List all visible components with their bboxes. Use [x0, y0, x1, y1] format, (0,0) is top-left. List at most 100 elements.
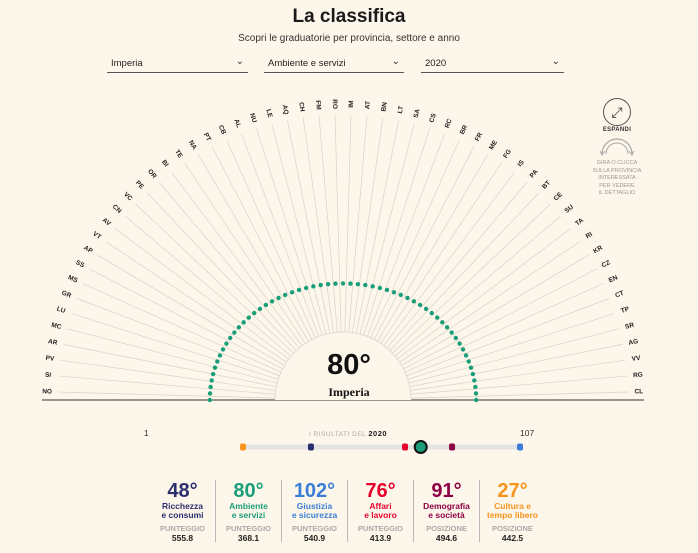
province-label: FG [502, 148, 513, 159]
fan-spoke [348, 115, 368, 333]
province-select-value: Imperia [111, 58, 143, 69]
card-value: 442.5 [501, 533, 524, 543]
rank-dot [232, 330, 237, 335]
province-label: IM [348, 100, 355, 107]
province-label: PA [529, 168, 540, 179]
year-select[interactable]: 2020 ⌄ [421, 55, 564, 73]
fan-spoke [410, 375, 628, 395]
rank-dot [355, 281, 361, 287]
rank-dot [453, 335, 458, 341]
fan-spoke [392, 203, 551, 354]
fan-spoke [256, 128, 323, 336]
card-affari[interactable]: 76° Affari e lavoro PUNTEGGIO 413.9 [347, 480, 413, 543]
fan-spoke [355, 120, 399, 334]
fan-spoke [409, 344, 623, 388]
province-label: LU [56, 306, 67, 315]
rank-dot [391, 290, 397, 295]
province-label: FM [314, 100, 322, 110]
rank-dot [263, 302, 269, 308]
rank-dot [440, 320, 445, 325]
rank-dot [470, 371, 476, 377]
rank-dot [457, 341, 462, 346]
fan-spoke [406, 298, 610, 377]
sector-select-value: Ambiente e servizi [268, 58, 346, 69]
fan-spoke [401, 254, 589, 366]
province-label: SS [74, 259, 86, 270]
card-kind: PUNTEGGIO [291, 524, 337, 533]
fan-spoke [184, 162, 306, 344]
province-label: TE [173, 149, 184, 160]
fan-spoke [105, 241, 287, 363]
rank-dot [444, 325, 450, 330]
province-label: CB [217, 124, 227, 136]
fan-spoke [66, 328, 278, 384]
selected-rank: 80° [327, 349, 371, 381]
rank-dot [224, 341, 229, 346]
province-label: ME [488, 139, 499, 152]
expand-label: ESPANDI [602, 127, 632, 133]
province-label: RG [633, 371, 643, 379]
rank-dot [207, 391, 213, 396]
province-label: NO [42, 388, 52, 395]
fan-spoke [410, 359, 626, 391]
province-label: NA [187, 139, 198, 151]
slider-marker [307, 443, 314, 451]
fan-spoke [89, 268, 283, 370]
rank-dot [269, 299, 275, 304]
fan-spoke [403, 268, 597, 370]
fan-spoke [58, 391, 276, 399]
fan-spoke [344, 115, 352, 333]
fan-spoke [397, 228, 571, 360]
rank-dot [318, 282, 323, 288]
rank-dot [348, 281, 353, 286]
rank-dot [303, 285, 309, 291]
card-cultura[interactable]: 27° Cultura e tempo libero POSIZIONE 442.… [479, 480, 545, 543]
fan-spoke [410, 391, 628, 399]
card-value: 368.1 [237, 533, 260, 543]
rank-dot [417, 302, 423, 308]
fan-spoke [60, 359, 276, 391]
province-label: SA [413, 108, 422, 119]
slider-max: 107 [520, 428, 535, 438]
rank-dot [246, 315, 252, 320]
province-label: AR [47, 338, 58, 347]
expand-button[interactable]: ⤢ [603, 98, 631, 126]
rank-dot [370, 284, 375, 289]
results-slider[interactable] [0, 433, 698, 463]
province-label: CZ [601, 259, 612, 269]
province-label: AP [82, 244, 94, 255]
chevron-down-icon: ⌄ [235, 56, 244, 67]
card-value: 413.9 [369, 533, 392, 543]
card-demografia[interactable]: 91° Demografia e società POSIZIONE 494.6 [413, 480, 479, 543]
chevron-down-icon: ⌄ [391, 56, 400, 67]
card-rank: 76° [365, 480, 396, 502]
fan-spoke [287, 120, 331, 334]
fan-spoke [115, 228, 289, 360]
province-label: TP [620, 306, 631, 315]
year-select-value: 2020 [425, 58, 447, 69]
card-kind: PUNTEGGIO [159, 524, 205, 533]
card-kind: POSIZIONE [426, 524, 467, 533]
card-giustizia[interactable]: 102° Giustizia e sicurezza PUNTEGGIO 540.… [281, 480, 347, 543]
card-ricchezza[interactable]: 48° Ricchezza e consumi PUNTEGGIO 555.8 [150, 480, 215, 543]
fan-spoke [318, 115, 338, 333]
card-rank: 91° [431, 480, 462, 502]
rank-dot [449, 330, 454, 335]
fan-spoke [363, 128, 430, 336]
fan-spoke [226, 139, 316, 339]
card-value: 494.6 [435, 533, 458, 543]
slider-marker [402, 443, 409, 451]
province-label: CE [553, 191, 565, 203]
province-select[interactable]: Imperia ⌄ [107, 55, 248, 73]
card-ambiente[interactable]: 80° Ambiente e servizi PUNTEGGIO 368.1 [215, 480, 281, 543]
province-label: PT [202, 132, 212, 143]
province-label: CL [634, 388, 643, 395]
sector-select[interactable]: Ambiente e servizi ⌄ [264, 55, 404, 73]
rank-dot [252, 310, 257, 316]
province-label: AT [364, 101, 372, 110]
province-label: RC [444, 118, 454, 130]
slider-min: 1 [144, 428, 149, 438]
rank-dot [209, 378, 214, 383]
card-rank: 80° [233, 480, 264, 502]
